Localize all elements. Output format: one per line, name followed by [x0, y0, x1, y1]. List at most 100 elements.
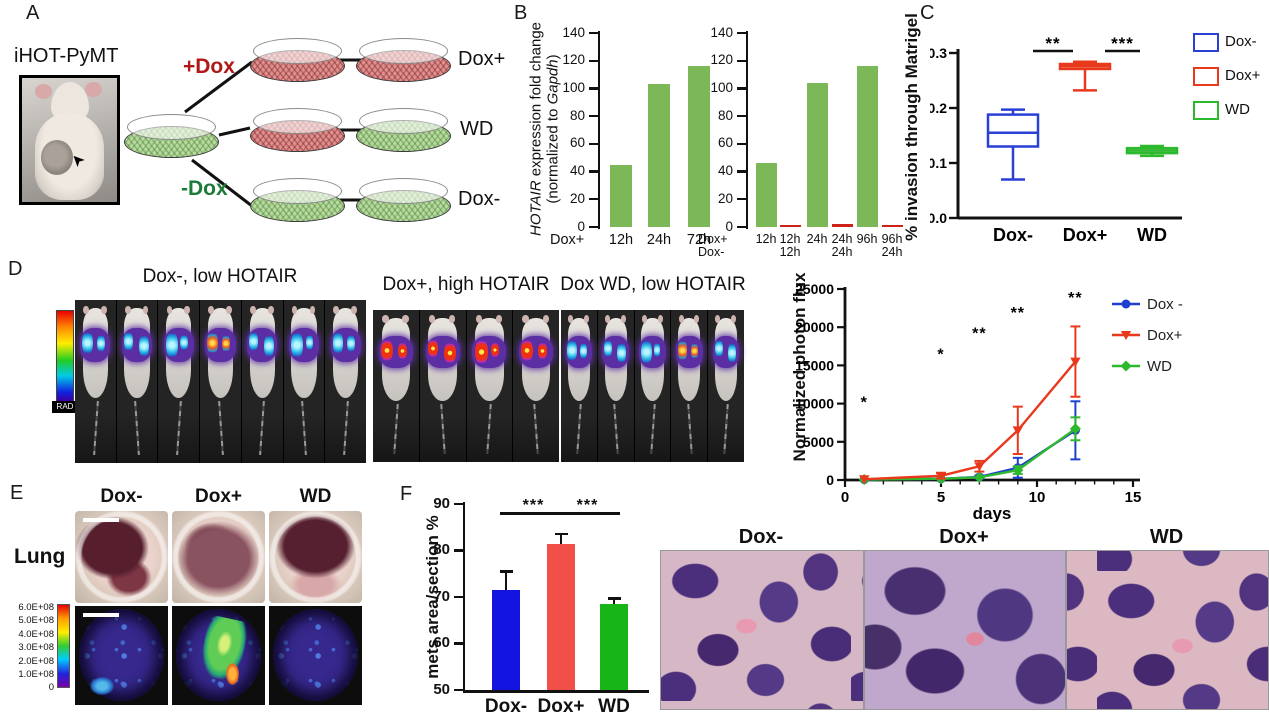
lung-luminescence-wd — [269, 606, 362, 705]
row-label-wd: WD — [460, 118, 494, 140]
mammary-tumor — [41, 140, 74, 175]
y-tick — [589, 225, 598, 229]
bar-chart-hotair-withdrawal: 0 20 40 60 80 100 120 140 Dox+ 12h 12h 24h 24h 96h 96h… — [698, 25, 908, 259]
lung-luminescence-doxminus — [75, 606, 168, 705]
y-tick-label: 140 — [710, 24, 733, 40]
lung-photo-wd — [269, 511, 362, 603]
svg-text:5000: 5000 — [803, 434, 834, 450]
x-category-label: 72h — [686, 232, 712, 248]
svg-text:10: 10 — [1029, 489, 1046, 506]
colorbar-tick-label: 4.0E+08 — [18, 628, 54, 640]
x-category-label: 12h — [755, 232, 777, 246]
x-axis — [462, 690, 649, 693]
ylabel-italic: HOTAIR — [527, 180, 545, 236]
error-bar-line — [504, 571, 508, 591]
histology-image-wd — [1066, 550, 1269, 710]
svg-text:0.1: 0.1 — [930, 155, 947, 171]
x-category-label: 24h — [881, 245, 903, 259]
panel-b-label: B — [514, 2, 528, 24]
y-tick-label: 100 — [710, 80, 733, 96]
y-tick — [589, 31, 598, 35]
mouse-ear — [35, 84, 53, 100]
legend-swatch-wd — [1193, 101, 1219, 120]
y-tick-label: 60 — [569, 135, 585, 151]
svg-text:0: 0 — [841, 489, 849, 506]
histology-image-doxplus — [864, 550, 1066, 710]
y-tick-label: 80 — [433, 541, 450, 559]
y-tick-label: 40 — [569, 163, 585, 179]
svg-text:**: ** — [1068, 290, 1082, 307]
svg-text:*: * — [937, 346, 944, 363]
svg-text:15000: 15000 — [795, 357, 834, 373]
y-tick-label: 60 — [717, 135, 733, 151]
line-chart-photon-flux: 0 5000 10000 15000 20000 25000 0 5 10 15 days * * ** *… — [788, 256, 1269, 523]
y-tick — [737, 59, 746, 62]
y-tick — [737, 31, 746, 35]
svg-text:10000: 10000 — [795, 396, 834, 412]
row-label-doxminus: Dox- — [458, 188, 501, 210]
lung-colorbar — [57, 604, 70, 688]
luminescence-colorbar — [56, 310, 74, 402]
luminescence-spot — [89, 677, 115, 696]
mouse-image — [241, 300, 284, 463]
svg-text:0.2: 0.2 — [930, 100, 947, 116]
y-tick — [589, 198, 598, 201]
y-tick-label: 50 — [433, 680, 450, 698]
x-category-label: 96h — [881, 232, 903, 246]
svg-text:20000: 20000 — [795, 319, 834, 335]
lung-photo-doxplus — [172, 511, 265, 603]
error-bar-line — [559, 534, 563, 544]
dish-wd-red — [250, 108, 345, 152]
x-row-label: Dox+ — [550, 232, 585, 248]
panel-e-label: E — [10, 482, 24, 504]
mouse-image — [116, 300, 159, 463]
significance-stars: *** — [576, 497, 599, 514]
scale-bar — [83, 613, 119, 617]
svg-text:25000: 25000 — [795, 281, 834, 297]
y-tick-label: 70 — [433, 587, 450, 605]
svg-text:***: *** — [1111, 34, 1134, 53]
column-label-doxminus: Dox- — [100, 486, 143, 507]
bar-chart-mets-area: 50 60 70 80 90 Dox- Dox+ WD *** *** — [433, 495, 649, 717]
mouse-image — [597, 310, 635, 462]
y-tick-label: 90 — [433, 494, 450, 512]
significance-line — [555, 512, 620, 515]
y-axis — [597, 31, 600, 229]
y-tick-label: 20 — [717, 190, 733, 206]
lung-luminescence-doxplus — [172, 606, 265, 705]
y-tick — [589, 87, 598, 90]
x-category-label: 24h — [806, 232, 828, 246]
bar — [806, 82, 828, 227]
minus-dox-branch-label: -Dox — [181, 177, 228, 200]
bar-chart-hotair-induction: 0 20 40 60 80 100 120 140 Dox+ 12h 24h 72h — [550, 25, 718, 248]
legend-swatch-doxminus — [1193, 33, 1219, 52]
box-Dox+ — [1058, 60, 1112, 92]
mouse-image — [419, 310, 467, 462]
x-category-label: 24h — [831, 245, 853, 259]
bar — [600, 603, 628, 690]
mouse-image — [708, 310, 744, 462]
legend-label: Dox- — [1225, 33, 1257, 50]
mouse-image — [373, 310, 420, 462]
panel-c-label: C — [920, 2, 935, 24]
y-tick — [589, 170, 598, 173]
y-tick-label: 60 — [433, 634, 450, 652]
ylabel-text: expression fold change — [527, 22, 545, 181]
dish-plusdox-red — [250, 38, 345, 82]
y-tick — [589, 59, 598, 62]
bar — [881, 225, 903, 227]
bar — [610, 164, 632, 227]
box-WD — [1125, 144, 1179, 158]
lung-row-label: Lung — [14, 545, 66, 568]
y-tick — [737, 225, 746, 229]
y-tick-label: 100 — [562, 80, 585, 96]
colorbar-tick-label: 1.0E+08 — [18, 669, 54, 680]
mouse-imaging-group-wd — [561, 310, 744, 462]
x-category-label: 12h — [779, 232, 801, 246]
x-category-label: Dox+ — [537, 696, 585, 717]
svg-text:0.0: 0.0 — [930, 210, 947, 226]
y-tick — [737, 170, 746, 173]
significance-line — [500, 512, 567, 515]
